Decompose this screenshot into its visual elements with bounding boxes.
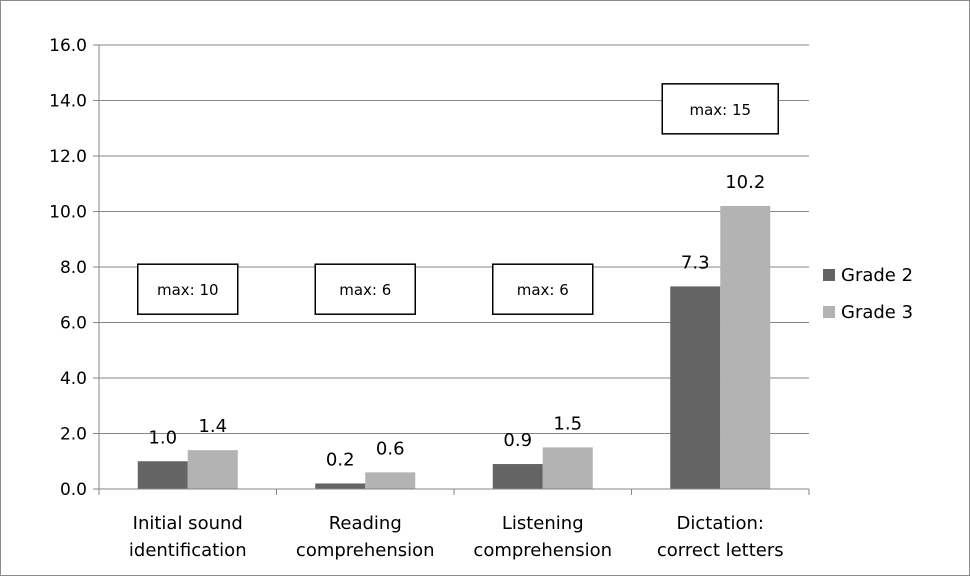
bar-grade-2 <box>492 464 543 489</box>
bar-grade-3 <box>187 450 238 489</box>
data-label: 10.2 <box>725 172 765 193</box>
data-label: 1.5 <box>553 413 582 434</box>
legend-swatch-grade-2 <box>823 269 835 281</box>
data-label: 1.4 <box>198 416 227 437</box>
y-tick-label: 4.0 <box>60 369 87 389</box>
max-annotation-label: max: 10 <box>157 281 219 299</box>
y-tick-label: 10.0 <box>49 203 87 223</box>
legend-label: Grade 3 <box>841 302 913 323</box>
x-category-label: Initial sound <box>133 513 243 534</box>
max-annotation-box <box>314 263 416 315</box>
y-tick-label: 2.0 <box>60 425 87 445</box>
legend: Grade 2 Grade 3 <box>823 265 913 323</box>
bar-grade-3 <box>720 205 771 489</box>
x-category-label: comprehension <box>473 540 612 561</box>
x-category-label: comprehension <box>296 540 435 561</box>
bar-grade-2 <box>137 461 188 489</box>
x-category-label: Listening <box>502 513 584 534</box>
y-tick-label: 12.0 <box>49 147 87 167</box>
y-tick-label: 8.0 <box>60 258 87 278</box>
bar-grade-2 <box>315 483 366 489</box>
data-label: 0.9 <box>503 430 532 451</box>
x-category-label: identification <box>129 540 247 561</box>
y-tick-label: 0.0 <box>60 480 87 500</box>
max-annotation-label: max: 6 <box>517 281 569 299</box>
data-label: 0.6 <box>376 438 405 459</box>
y-tick-label: 14.0 <box>49 92 87 112</box>
bar-grade-3 <box>365 472 416 489</box>
y-tick-label: 16.0 <box>49 36 87 56</box>
max-annotation-label: max: 6 <box>339 281 391 299</box>
bar-grade-3 <box>542 447 593 489</box>
axes <box>93 44 810 495</box>
x-category-label: Reading <box>329 513 402 534</box>
y-tick-label: 6.0 <box>60 314 87 334</box>
bars <box>137 205 771 489</box>
legend-swatch-grade-3 <box>823 306 835 318</box>
max-annotations: max: 10 max: 6 max: 6 max: 15 <box>137 83 779 315</box>
data-label: 7.3 <box>681 252 710 273</box>
bar-grade-2 <box>670 286 721 489</box>
data-label: 1.0 <box>148 427 177 448</box>
data-label: 0.2 <box>326 449 355 470</box>
max-annotation-label: max: 15 <box>689 101 751 119</box>
x-category-label: Dictation: <box>677 513 764 534</box>
legend-label: Grade 2 <box>841 265 913 286</box>
max-annotation-box <box>492 263 594 315</box>
labels: 0.0 2.0 4.0 6.0 8.0 10.0 12.0 14.0 16.0 1.0 1.4 Ini… <box>49 36 784 561</box>
x-category-label: correct letters <box>657 540 784 561</box>
max-annotation-box <box>137 263 239 315</box>
max-annotation-box <box>661 83 779 135</box>
